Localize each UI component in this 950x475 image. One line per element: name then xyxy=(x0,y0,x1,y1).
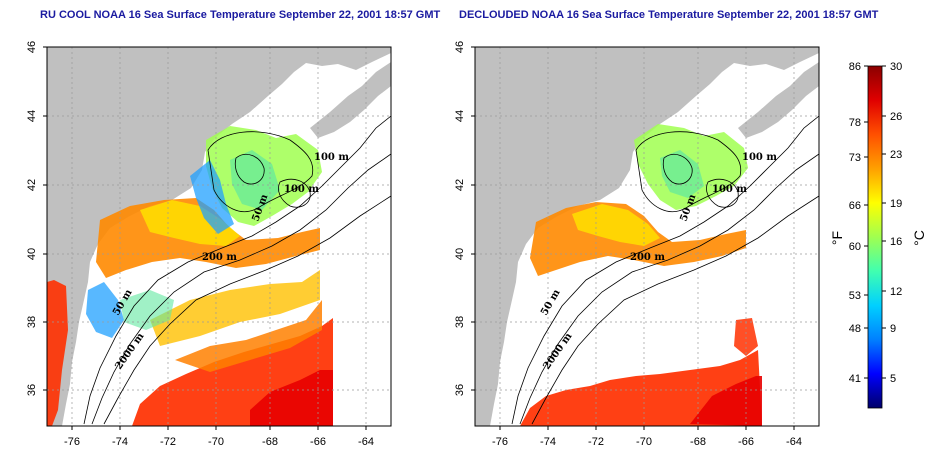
celsius-tick-label: 16 xyxy=(890,236,902,248)
left-grid xyxy=(47,47,391,426)
fahrenheit-ticks: 86 78 73 66 60 53 48 41 xyxy=(849,61,868,385)
lat-tick-label: 42 xyxy=(26,179,38,191)
fahrenheit-tick-label: 53 xyxy=(849,290,861,302)
lon-tick-label: -72 xyxy=(160,436,176,448)
contour-label-100m-a: 100 m xyxy=(314,152,349,163)
contour-label-200m: 200 m xyxy=(202,252,237,263)
colorbar-strip xyxy=(867,65,883,409)
lat-tick-label: 46 xyxy=(454,41,466,53)
contour-label-100m-b: 100 m xyxy=(284,184,319,195)
left-map-title: RU COOL NOAA 16 Sea Surface Temperature … xyxy=(40,9,441,21)
lon-tick-label: -64 xyxy=(786,436,802,448)
right-lon-ticks: -76 -74 -72 -70 -68 -66 -64 xyxy=(492,426,802,448)
fahrenheit-tick-label: 66 xyxy=(849,200,861,212)
lat-tick-label: 44 xyxy=(26,110,38,122)
lat-tick-label: 46 xyxy=(26,41,38,53)
temperature-colorbar: 86 78 73 66 60 53 48 41 30 26 23 19 16 1… xyxy=(829,61,927,409)
fahrenheit-tick-label: 60 xyxy=(849,241,861,253)
left-map-frame xyxy=(46,46,392,427)
celsius-tick-label: 30 xyxy=(890,61,902,73)
sst-data-layer xyxy=(47,126,333,426)
fahrenheit-axis-label: °F xyxy=(829,231,845,245)
fahrenheit-tick-label: 86 xyxy=(849,61,861,73)
lat-tick-label: 44 xyxy=(454,110,466,122)
celsius-tick-label: 26 xyxy=(890,111,902,123)
lon-tick-label: -64 xyxy=(358,436,374,448)
left-map-panel[interactable]: 100 m 100 m 50 m 200 m 50 m 2000 m -76 -… xyxy=(26,41,392,448)
nova-scotia-land xyxy=(738,62,819,138)
celsius-tick-label: 12 xyxy=(890,286,902,298)
celsius-tick-label: 5 xyxy=(890,373,896,385)
land-mass xyxy=(475,47,819,426)
celsius-axis-label: °C xyxy=(911,230,927,246)
celsius-tick-label: 19 xyxy=(890,198,902,210)
lat-tick-label: 36 xyxy=(454,384,466,396)
lon-tick-label: -66 xyxy=(738,436,754,448)
lon-tick-label: -66 xyxy=(310,436,326,448)
lon-tick-label: -76 xyxy=(492,436,508,448)
right-map-panel[interactable]: 100 m 100 m 50 m 200 m 50 m 2000 m -76 -… xyxy=(454,41,820,448)
contour-label-100m-a: 100 m xyxy=(742,152,777,163)
contour-label-100m-b: 100 m xyxy=(712,184,747,195)
right-contours xyxy=(511,115,819,425)
lon-tick-label: -70 xyxy=(208,436,224,448)
lat-tick-label: 40 xyxy=(454,248,466,260)
fahrenheit-tick-label: 48 xyxy=(849,323,861,335)
lon-tick-label: -76 xyxy=(64,436,80,448)
lon-tick-label: -74 xyxy=(112,436,128,448)
lat-tick-label: 38 xyxy=(454,316,466,328)
celsius-tick-label: 9 xyxy=(890,323,896,335)
lon-tick-label: -72 xyxy=(588,436,604,448)
sst-data-layer xyxy=(520,124,762,426)
fahrenheit-tick-label: 78 xyxy=(849,117,861,129)
land-mass xyxy=(47,47,391,426)
lon-tick-label: -68 xyxy=(690,436,706,448)
lat-tick-label: 42 xyxy=(454,179,466,191)
left-contours xyxy=(83,115,391,425)
lon-tick-label: -74 xyxy=(540,436,556,448)
lat-tick-label: 40 xyxy=(26,248,38,260)
contour-label-200m: 200 m xyxy=(630,252,665,263)
right-map-frame xyxy=(474,46,820,427)
right-lat-ticks: 36 38 40 42 44 46 xyxy=(454,41,475,396)
fahrenheit-tick-label: 41 xyxy=(849,373,861,385)
lon-tick-label: -68 xyxy=(262,436,278,448)
nova-scotia-land xyxy=(310,62,391,138)
lat-tick-label: 36 xyxy=(26,384,38,396)
left-lat-ticks: 36 38 40 42 44 46 xyxy=(26,41,47,396)
right-grid xyxy=(475,47,819,426)
lon-tick-label: -70 xyxy=(636,436,652,448)
celsius-ticks: 30 26 23 19 16 12 9 5 xyxy=(882,61,902,385)
fahrenheit-tick-label: 73 xyxy=(849,152,861,164)
right-map-title: DECLOUDED NOAA 16 Sea Surface Temperatur… xyxy=(459,9,879,21)
lat-tick-label: 38 xyxy=(26,316,38,328)
celsius-tick-label: 23 xyxy=(890,149,902,161)
left-lon-ticks: -76 -74 -72 -70 -68 -66 -64 xyxy=(64,426,374,448)
